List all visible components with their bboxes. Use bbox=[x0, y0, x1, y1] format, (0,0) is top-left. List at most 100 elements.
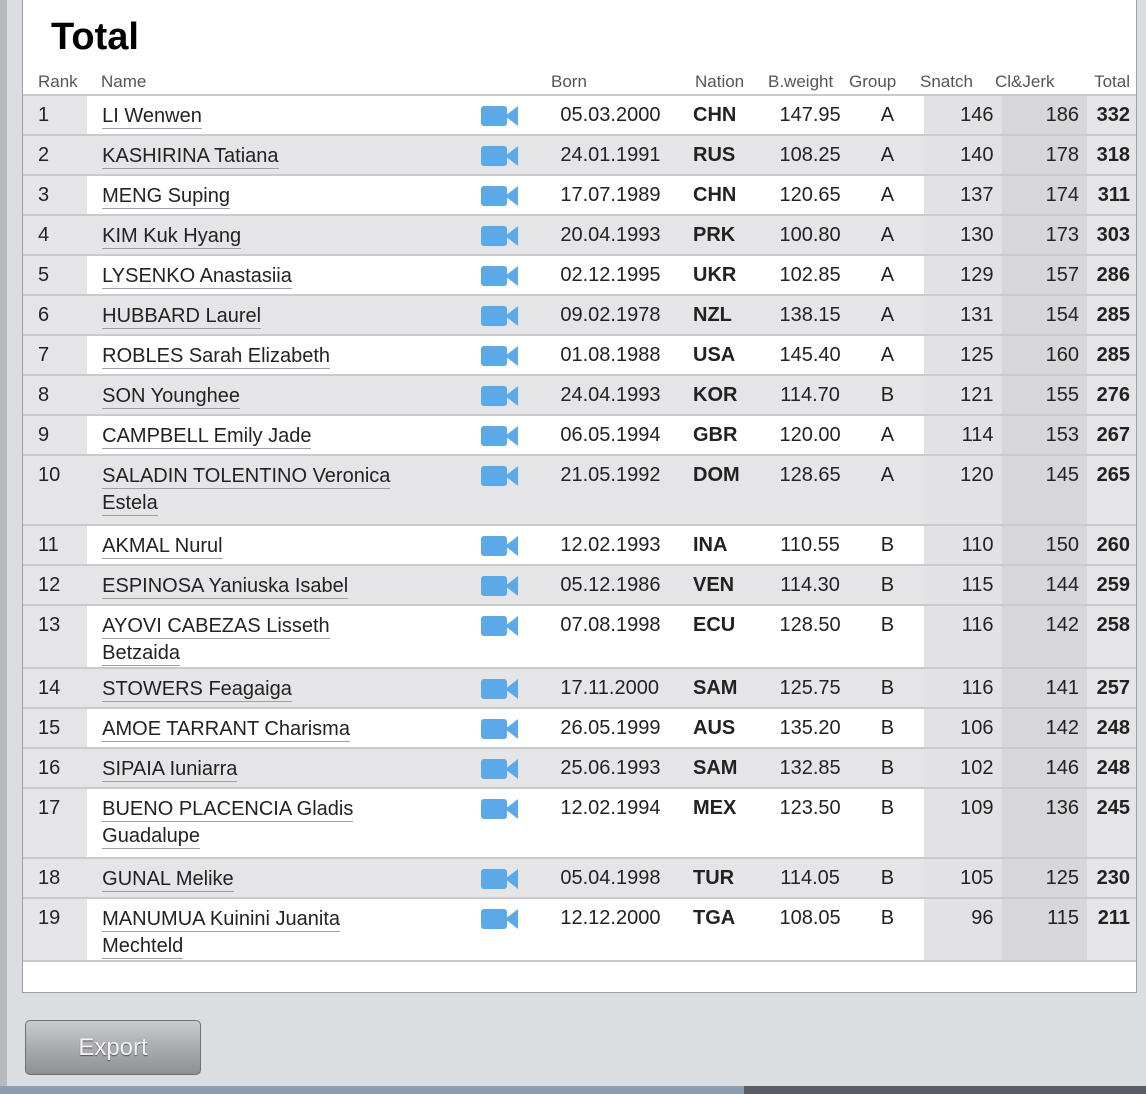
clean-jerk-cell: 173 bbox=[1001, 214, 1088, 255]
table-header: Rank Name Born Nation B.weight Group Sna… bbox=[23, 72, 1136, 94]
column-header-rank: Rank bbox=[38, 72, 78, 91]
athlete-name-link[interactable]: AYOVI CABEZAS Lisseth Betzaida bbox=[102, 615, 330, 666]
name-cell: MENG Suping bbox=[87, 174, 482, 215]
group-cell: B bbox=[850, 667, 925, 708]
video-camera-icon[interactable] bbox=[481, 869, 519, 889]
athlete-name-link[interactable]: CAMPBELL Emily Jade bbox=[102, 425, 312, 449]
rank-cell: 8 bbox=[23, 374, 88, 415]
snatch-cell: 110 bbox=[924, 524, 1002, 565]
athlete-name-link[interactable]: SIPAIA Iuniarra bbox=[102, 758, 238, 782]
nation-cell: PRK bbox=[693, 214, 770, 255]
bodyweight-cell: 114.70 bbox=[769, 374, 851, 415]
athlete-name-link[interactable]: ROBLES Sarah Elizabeth bbox=[102, 345, 331, 369]
clean-jerk-cell: 136 bbox=[1001, 787, 1088, 858]
video-camera-icon[interactable] bbox=[481, 186, 519, 206]
name-cell: ROBLES Sarah Elizabeth bbox=[87, 334, 482, 375]
snatch-cell: 129 bbox=[924, 254, 1002, 295]
athlete-name-link[interactable]: MENG Suping bbox=[102, 185, 230, 209]
rank-cell: 16 bbox=[23, 747, 88, 788]
video-cell bbox=[481, 294, 546, 335]
athlete-name-link[interactable]: LYSENKO Anastasiia bbox=[102, 265, 292, 289]
athlete-name-link[interactable]: SALADIN TOLENTINO Veronica Estela bbox=[102, 465, 391, 516]
name-cell: SON Younghee bbox=[87, 374, 482, 415]
snatch-cell: 105 bbox=[924, 857, 1002, 898]
athlete-name-link[interactable]: STOWERS Feagaiga bbox=[102, 678, 292, 702]
nation-cell: CHN bbox=[693, 94, 770, 135]
total-cell: 258 bbox=[1087, 604, 1136, 668]
video-camera-icon[interactable] bbox=[481, 616, 519, 636]
video-camera-icon[interactable] bbox=[481, 106, 519, 126]
video-camera-icon[interactable] bbox=[481, 306, 519, 326]
clean-jerk-cell: 115 bbox=[1001, 897, 1088, 962]
total-cell: 248 bbox=[1087, 707, 1136, 748]
video-camera-icon[interactable] bbox=[481, 799, 519, 819]
born-cell: 02.12.1995 bbox=[545, 254, 693, 295]
name-cell: ESPINOSA Yaniuska Isabel bbox=[87, 564, 482, 605]
column-header-clean-jerk: Cl&Jerk bbox=[995, 72, 1055, 91]
video-camera-icon[interactable] bbox=[481, 576, 519, 596]
rank-cell: 7 bbox=[23, 334, 88, 375]
total-cell: 257 bbox=[1087, 667, 1136, 708]
clean-jerk-cell: 141 bbox=[1001, 667, 1088, 708]
bodyweight-cell: 145.40 bbox=[769, 334, 851, 375]
column-header-total: Total bbox=[1094, 72, 1130, 91]
video-camera-icon[interactable] bbox=[481, 266, 519, 286]
table-row: 6 HUBBARD Laurel 09.02.1978 NZL 138.15 A 131 15… bbox=[23, 294, 1136, 335]
bodyweight-cell: 125.75 bbox=[769, 667, 851, 708]
athlete-name-link[interactable]: SON Younghee bbox=[102, 385, 241, 409]
video-camera-icon[interactable] bbox=[481, 679, 519, 699]
video-camera-icon[interactable] bbox=[481, 226, 519, 246]
rank-cell: 15 bbox=[23, 707, 88, 748]
video-camera-icon[interactable] bbox=[481, 426, 519, 446]
bodyweight-cell: 102.85 bbox=[769, 254, 851, 295]
born-cell: 12.02.1993 bbox=[545, 524, 693, 565]
clean-jerk-cell: 142 bbox=[1001, 604, 1088, 668]
athlete-name-link[interactable]: BUENO PLACENCIA Gladis Guadalupe bbox=[102, 798, 354, 849]
video-camera-icon[interactable] bbox=[481, 536, 519, 556]
export-button[interactable]: Export bbox=[25, 1020, 201, 1075]
video-camera-icon[interactable] bbox=[481, 759, 519, 779]
table-row: 15 AMOE TARRANT Charisma 26.05.1999 AUS 135.… bbox=[23, 707, 1136, 748]
video-cell bbox=[481, 897, 546, 962]
athlete-name-link[interactable]: KIM Kuk Hyang bbox=[102, 225, 242, 249]
bodyweight-cell: 128.50 bbox=[769, 604, 851, 668]
athlete-name-link[interactable]: KASHIRINA Tatiana bbox=[102, 145, 279, 169]
athlete-name-link[interactable]: HUBBARD Laurel bbox=[102, 305, 262, 329]
snatch-cell: 96 bbox=[924, 897, 1002, 962]
video-camera-icon[interactable] bbox=[481, 466, 519, 486]
name-cell: SALADIN TOLENTINO Veronica Estela bbox=[87, 454, 482, 525]
video-cell bbox=[481, 414, 546, 455]
horizontal-scrollbar[interactable] bbox=[0, 1086, 1146, 1094]
athlete-name-link[interactable]: AMOE TARRANT Charisma bbox=[102, 718, 350, 742]
table-row: 14 STOWERS Feagaiga 17.11.2000 SAM 125.75 B 11… bbox=[23, 667, 1136, 708]
clean-jerk-cell: 144 bbox=[1001, 564, 1088, 605]
video-camera-icon[interactable] bbox=[481, 719, 519, 739]
video-camera-icon[interactable] bbox=[481, 386, 519, 406]
bodyweight-cell: 132.85 bbox=[769, 747, 851, 788]
group-cell: A bbox=[850, 454, 925, 525]
athlete-name-link[interactable]: GUNAL Melike bbox=[102, 868, 234, 892]
name-cell: LYSENKO Anastasiia bbox=[87, 254, 482, 295]
total-cell: 230 bbox=[1087, 857, 1136, 898]
total-cell: 286 bbox=[1087, 254, 1136, 295]
snatch-cell: 116 bbox=[924, 604, 1002, 668]
nation-cell: INA bbox=[693, 524, 770, 565]
athlete-name-link[interactable]: LI Wenwen bbox=[102, 105, 202, 129]
born-cell: 07.08.1998 bbox=[545, 604, 693, 668]
athlete-name-link[interactable]: MANUMUA Kuinini Juanita Mechteld bbox=[102, 908, 341, 959]
video-camera-icon[interactable] bbox=[481, 346, 519, 366]
group-cell: B bbox=[850, 707, 925, 748]
table-row: 8 SON Younghee 24.04.1993 KOR 114.70 B 121 155 2… bbox=[23, 374, 1136, 415]
athlete-name-link[interactable]: ESPINOSA Yaniuska Isabel bbox=[102, 575, 349, 599]
group-cell: A bbox=[850, 334, 925, 375]
scrollbar-thumb[interactable] bbox=[0, 1086, 744, 1094]
video-camera-icon[interactable] bbox=[481, 909, 519, 929]
clean-jerk-cell: 150 bbox=[1001, 524, 1088, 565]
video-camera-icon[interactable] bbox=[481, 146, 519, 166]
snatch-cell: 102 bbox=[924, 747, 1002, 788]
video-cell bbox=[481, 747, 546, 788]
rank-cell: 17 bbox=[23, 787, 88, 858]
video-cell bbox=[481, 334, 546, 375]
nation-cell: SAM bbox=[693, 667, 770, 708]
athlete-name-link[interactable]: AKMAL Nurul bbox=[102, 535, 223, 559]
